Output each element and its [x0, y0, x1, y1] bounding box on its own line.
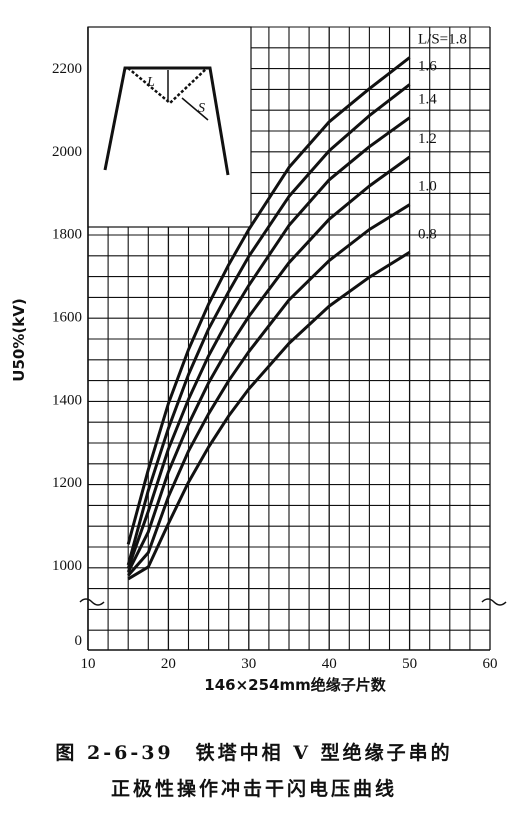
- series-line-0.8: [127, 251, 411, 581]
- tick-labels: 10 20 30 40 50 60 0 1000 1200 1400 1600 1800 2000 220…: [52, 61, 498, 672]
- x-tick-label: 10: [81, 656, 96, 672]
- series-label-1.8: L/S=1.8: [418, 32, 467, 48]
- y-axis-title: U50%(kV): [10, 298, 28, 381]
- y-tick-label: 1000: [52, 558, 82, 574]
- y-tick-label: 2000: [52, 144, 82, 160]
- series-labels: L/S=1.8 1.6 1.4 1.2 1.0 0.8: [418, 32, 467, 243]
- x-tick-label: 40: [322, 656, 337, 672]
- inset-label-l: L: [146, 75, 155, 90]
- y-tick-label: 1200: [52, 475, 82, 491]
- y-tick-label: 1800: [52, 227, 82, 243]
- y-tick-label: 0: [75, 633, 83, 649]
- series-line-1.0: [127, 203, 411, 577]
- axis-break-left: [79, 598, 105, 606]
- series-line-1.4: [126, 116, 411, 569]
- series-line-1.6: [126, 83, 411, 566]
- dimension-s-arrow: [181, 97, 209, 121]
- x-tick-label: 20: [161, 656, 176, 672]
- series-label-1.0: 1.0: [418, 179, 437, 195]
- inset-diagram-box: [87, 26, 252, 228]
- x-tick-label: 30: [241, 656, 256, 672]
- x-tick-label: 50: [402, 656, 417, 672]
- axes: [79, 27, 507, 651]
- axis-break-right: [481, 598, 507, 606]
- inset-label-s: S: [198, 101, 205, 116]
- series-label-1.6: 1.6: [418, 59, 437, 75]
- x-axis-title: 146×254mm绝缘子片数: [204, 676, 386, 694]
- series-label-0.8: 0.8: [418, 226, 437, 242]
- series-line-1.8: [126, 56, 411, 545]
- figure-caption-line-2: 正极性操作冲击干闪电压曲线: [110, 778, 397, 800]
- series-label-1.2: 1.2: [418, 131, 437, 147]
- y-tick-label: 2200: [52, 61, 82, 77]
- tower-outline: [103, 66, 230, 176]
- series-lines: [126, 56, 411, 581]
- figure-caption-line-1: 图 2-6-39 铁塔中相 V 型绝缘子串的: [55, 742, 453, 764]
- inset-diagram: L S: [103, 66, 230, 176]
- chart: L S L/S=1.8 1.6 1.4 1.2 1.0 0.8 10 20 30 40 50 60 0…: [10, 26, 507, 694]
- series-label-1.4: 1.4: [418, 92, 437, 108]
- series-line-1.2: [126, 155, 411, 573]
- y-tick-label: 1600: [52, 310, 82, 326]
- x-tick-label: 60: [483, 656, 498, 672]
- y-tick-label: 1400: [52, 392, 82, 408]
